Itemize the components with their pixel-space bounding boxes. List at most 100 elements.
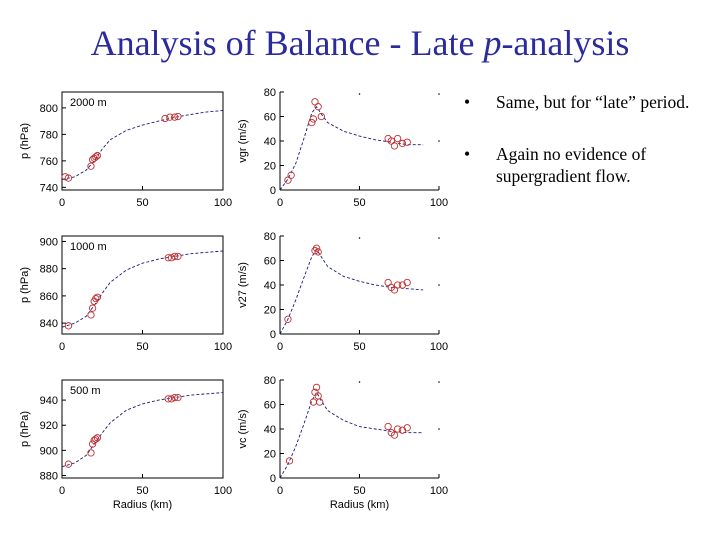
x-tick-label: 100 — [214, 341, 232, 353]
y-tick-label: 40 — [264, 136, 276, 148]
data-point — [171, 393, 179, 402]
title-italic-p: p — [483, 23, 502, 63]
data-point — [314, 103, 322, 111]
y-tick-label: 80 — [264, 87, 276, 99]
fit-line — [279, 248, 424, 335]
fit-line — [61, 392, 224, 468]
x-tick-label: 0 — [277, 485, 283, 497]
data-point — [174, 393, 182, 402]
x-tick-label: 0 — [59, 485, 65, 497]
data-point — [171, 252, 179, 261]
title-prefix: Analysis of Balance - Late — [90, 23, 484, 63]
data-point — [285, 457, 294, 465]
data-point — [171, 113, 179, 121]
y-axis-label: p (hPa) — [19, 411, 31, 447]
y-tick-label: 840 — [40, 318, 58, 330]
corner-dot — [358, 93, 361, 95]
y-tick-label: 20 — [264, 305, 276, 317]
level-label: 500 m — [70, 385, 101, 397]
x-axis-label: Radius (km) — [113, 499, 172, 511]
data-point — [64, 174, 73, 182]
data-point — [87, 162, 95, 170]
y-tick-label: 860 — [40, 291, 58, 303]
data-point — [384, 422, 392, 431]
data-point — [394, 281, 402, 289]
y-tick-label: 0 — [270, 329, 276, 341]
y-tick-label: 20 — [264, 161, 276, 173]
corner-dot — [358, 381, 361, 383]
data-point — [316, 398, 324, 406]
data-point — [92, 435, 100, 443]
x-tick-label: 50 — [136, 197, 148, 209]
corner-dot — [438, 237, 440, 239]
x-tick-label: 50 — [353, 197, 365, 209]
x-tick-label: 0 — [59, 341, 65, 353]
data-point — [174, 252, 182, 261]
x-tick-label: 50 — [136, 341, 148, 353]
data-point — [394, 425, 402, 433]
fit-line — [279, 391, 424, 479]
corner-dot — [438, 93, 440, 95]
data-point — [61, 173, 69, 181]
y-tick-label: 40 — [264, 280, 276, 292]
data-point — [87, 311, 95, 319]
y-tick-label: 740 — [40, 182, 58, 194]
y-tick-label: 60 — [264, 400, 276, 412]
y-tick-label: 760 — [40, 156, 58, 168]
level-label: 1000 m — [70, 241, 107, 253]
x-tick-label: 0 — [59, 197, 65, 209]
fit-line — [279, 105, 424, 191]
y-tick-label: 800 — [40, 103, 58, 115]
corner-dot — [438, 284, 440, 286]
corner-dot — [438, 428, 440, 430]
data-point — [287, 171, 295, 179]
data-point — [87, 449, 95, 457]
data-point — [309, 115, 318, 123]
data-point — [64, 460, 73, 468]
x-tick-label: 50 — [353, 485, 365, 497]
data-point — [92, 294, 100, 303]
bullet-item: • Again no evidence of supergradient flo… — [464, 144, 720, 188]
y-tick-label: 60 — [264, 112, 276, 124]
y-tick-label: 920 — [40, 420, 58, 432]
corner-dot — [438, 381, 440, 383]
data-point — [394, 134, 402, 143]
data-point — [317, 112, 325, 121]
y-axis-label: p (hPa) — [19, 267, 31, 303]
data-point — [88, 440, 97, 448]
y-tick-label: 900 — [40, 236, 58, 248]
data-point — [284, 315, 292, 323]
data-point — [92, 153, 100, 161]
data-point — [312, 244, 321, 252]
x-tick-label: 50 — [136, 485, 148, 497]
y-tick-label: 20 — [264, 449, 276, 461]
bullet-marker: • — [464, 92, 471, 112]
y-tick-label: 0 — [270, 185, 276, 197]
y-axis-label: v27 (m/s) — [237, 262, 249, 308]
data-point — [93, 434, 102, 442]
data-point — [390, 431, 399, 439]
y-tick-label: 940 — [40, 395, 58, 407]
x-tick-label: 0 — [277, 197, 283, 209]
x-tick-label: 100 — [430, 341, 448, 353]
y-axis-label: p (hPa) — [19, 123, 31, 159]
x-tick-label: 0 — [277, 341, 283, 353]
bullet-text: Again no evidence of supergradient flow. — [496, 143, 647, 186]
bullet-item: • Same, but for “late” period. — [464, 92, 720, 114]
title-suffix: -analysis — [501, 23, 630, 63]
bullet-list: • Same, but for “late” period. • Again n… — [464, 92, 720, 218]
level-label: 2000 m — [70, 97, 107, 109]
slide-title: Analysis of Balance - Late p-analysis — [0, 22, 720, 64]
y-tick-label: 80 — [264, 375, 276, 387]
bullet-text: Same, but for “late” period. — [496, 92, 690, 112]
y-tick-label: 880 — [40, 470, 58, 482]
data-point — [312, 383, 321, 391]
data-point — [93, 293, 102, 301]
y-tick-label: 80 — [264, 231, 276, 243]
data-point — [64, 322, 73, 330]
data-point — [88, 304, 97, 312]
data-point — [161, 114, 169, 123]
corner-dot — [438, 140, 440, 142]
y-axis-label: vgr (m/s) — [237, 119, 249, 162]
